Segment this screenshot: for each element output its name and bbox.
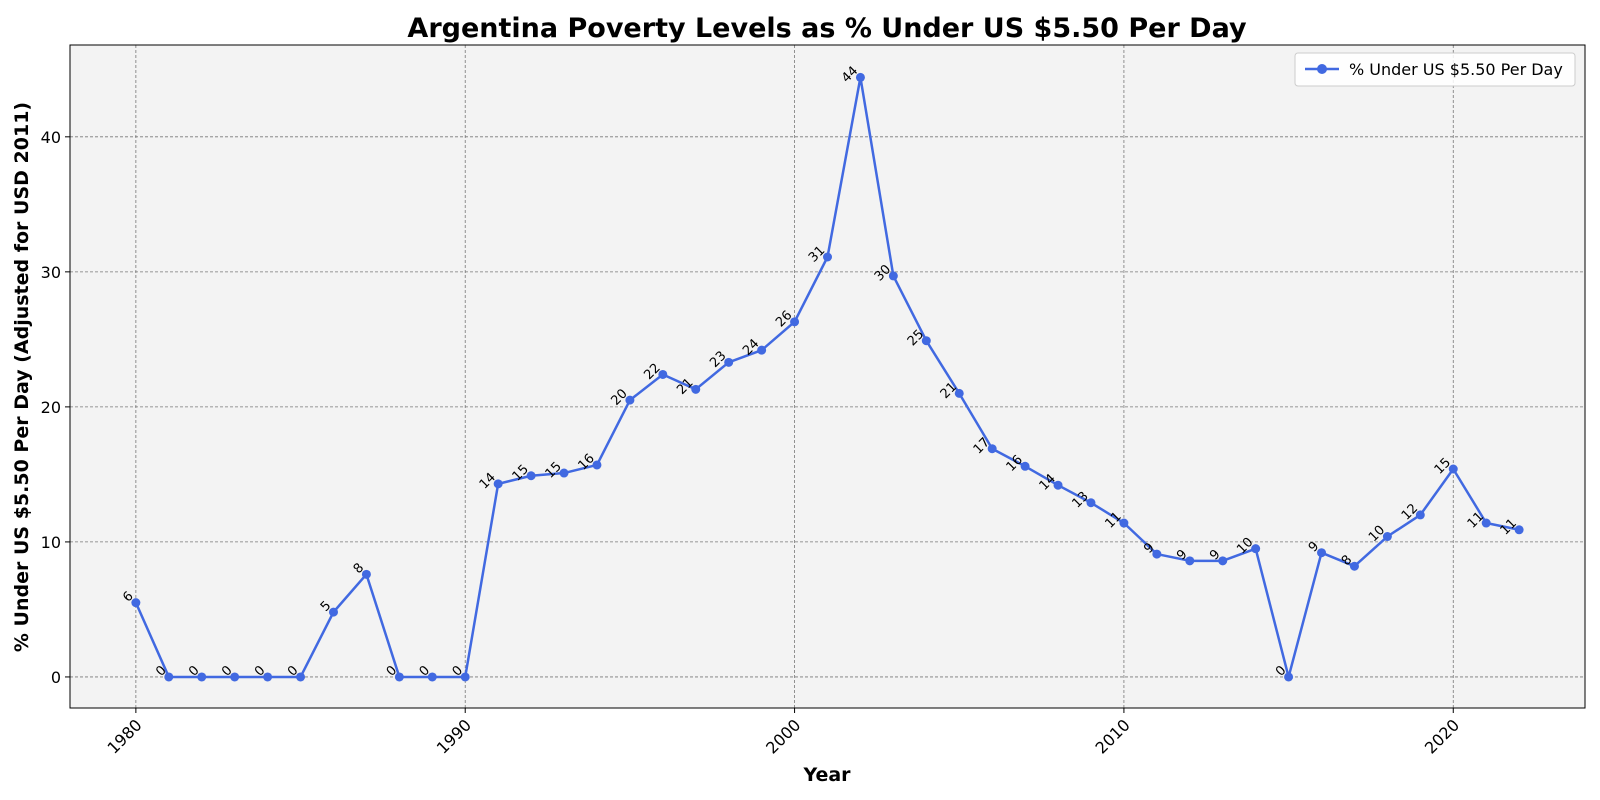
- legend: % Under US $5.50 Per Day: [1294, 52, 1576, 87]
- legend-marker: [1317, 64, 1327, 74]
- data-point: [1020, 461, 1030, 471]
- data-point: [658, 369, 668, 379]
- y-tick-label: 30: [41, 263, 61, 282]
- x-tick-label: 2000: [762, 715, 804, 757]
- data-point: [230, 672, 240, 682]
- data-point: [1514, 525, 1524, 535]
- data-point: [1317, 548, 1327, 558]
- data-point: [855, 72, 865, 82]
- data-point: [987, 444, 997, 454]
- data-point: [823, 252, 832, 262]
- data-point: [526, 471, 536, 481]
- x-axis-label: Year: [802, 764, 851, 786]
- data-point: [164, 672, 174, 682]
- y-tick-label: 20: [41, 398, 61, 417]
- data-point: [1251, 544, 1261, 554]
- data-point: [1086, 498, 1096, 508]
- data-point: [1349, 561, 1359, 571]
- data-point: [757, 345, 767, 355]
- data-point: [592, 460, 602, 470]
- data-point: [1284, 672, 1294, 682]
- legend-box: [1294, 52, 1576, 87]
- data-point: [1481, 518, 1491, 528]
- data-point: [131, 598, 141, 608]
- data-point: [1218, 556, 1228, 566]
- data-point: [691, 384, 701, 394]
- plot-frame: [69, 44, 1586, 709]
- y-tick-label: 40: [41, 128, 61, 147]
- data-point: [263, 672, 273, 682]
- data-point: [1152, 549, 1162, 559]
- data-point: [559, 468, 569, 478]
- x-tick-label: 2020: [1421, 715, 1463, 757]
- x-tick-label: 1980: [103, 715, 145, 757]
- data-point: [394, 672, 404, 682]
- data-point: [1053, 480, 1063, 490]
- y-tick-label: 0: [51, 668, 61, 687]
- data-point: [427, 672, 437, 682]
- data-point: [328, 607, 338, 617]
- plot-area: [70, 45, 1585, 708]
- y-axis-label: % Under US $5.50 Per Day (Adjusted for U…: [11, 102, 33, 652]
- data-point: [361, 569, 371, 579]
- data-point: [1185, 556, 1195, 566]
- grid-lines: [70, 45, 1585, 708]
- x-tick-label: 2010: [1092, 715, 1134, 757]
- data-point: [1119, 518, 1129, 528]
- data-point: [954, 388, 964, 398]
- data-point: [197, 672, 207, 682]
- data-point: [296, 672, 306, 682]
- legend-label: % Under US $5.50 Per Day: [1349, 60, 1563, 79]
- data-point: [921, 336, 931, 346]
- data-point: [888, 271, 898, 281]
- data-point: [625, 395, 635, 405]
- chart-title: Argentina Poverty Levels as % Under US $…: [407, 13, 1247, 44]
- data-point: [1448, 464, 1458, 474]
- x-tick-label: 1990: [433, 715, 475, 757]
- data-point: [1415, 510, 1425, 520]
- data-point: [1382, 532, 1392, 542]
- data-point: [460, 672, 470, 682]
- data-point: [493, 479, 503, 489]
- y-tick-label: 10: [41, 533, 61, 552]
- data-point: [724, 357, 734, 367]
- data-point: [790, 317, 800, 327]
- series-layer: [131, 72, 1524, 682]
